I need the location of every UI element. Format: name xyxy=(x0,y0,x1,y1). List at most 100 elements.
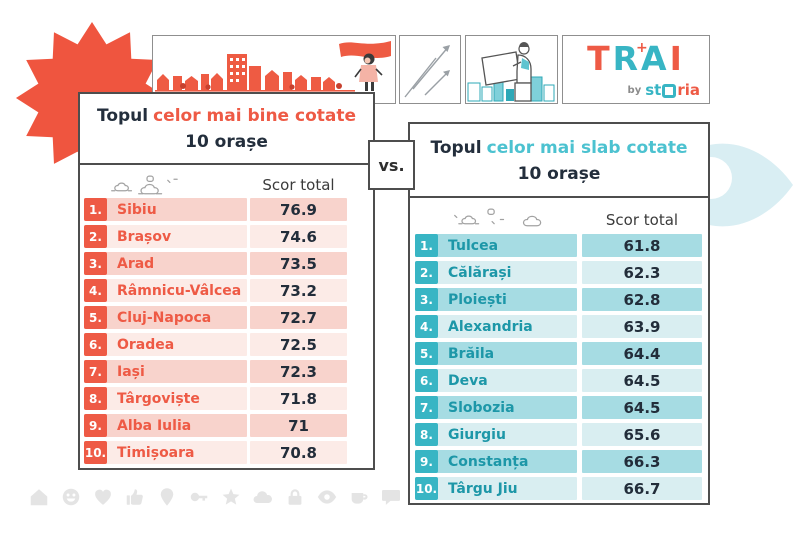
table-row: 10. Târgu Jiu 66.7 xyxy=(410,477,708,500)
lock-icon xyxy=(284,486,306,508)
storia-ria: ria xyxy=(677,81,700,99)
worst-rated-title: Topul celor mai slab cotate 10 orașe xyxy=(410,124,708,188)
rank-badge: 4. xyxy=(415,315,438,338)
title-prefix: Topul xyxy=(430,138,482,158)
score-value: 62.3 xyxy=(582,261,702,284)
person-with-board-illustration xyxy=(467,42,555,102)
table-row: 7. Iași 72.3 xyxy=(80,360,373,383)
table-row: 8. Giurgiu 65.6 xyxy=(410,423,708,446)
score-value: 65.6 xyxy=(582,423,702,446)
score-value: 71 xyxy=(250,414,347,437)
city-cell: 8. Târgoviște xyxy=(84,387,247,410)
vs-badge: vs. xyxy=(368,140,415,190)
rank-badge: 3. xyxy=(415,288,438,311)
city-name: Târgu Jiu xyxy=(448,480,518,497)
city-name: Oradea xyxy=(117,336,175,353)
title-line2: 10 orașe xyxy=(517,164,601,185)
footer-icon-strip xyxy=(28,486,402,508)
table-row: 4. Râmnicu-Vâlcea 73.2 xyxy=(80,279,373,302)
score-value: 72.3 xyxy=(250,360,347,383)
city-name: Târgoviște xyxy=(117,390,200,407)
city-cell: 10. Târgu Jiu xyxy=(415,477,577,500)
trai-letter: R xyxy=(612,39,642,78)
rank-badge: 6. xyxy=(415,369,438,392)
rank-badge: 7. xyxy=(415,396,438,419)
banner-arrows-panel xyxy=(399,35,461,104)
heart-icon xyxy=(92,486,114,508)
city-name: Alba Iulia xyxy=(117,417,192,434)
city-name: Cluj-Napoca xyxy=(117,309,212,326)
table-row: 5. Cluj-Napoca 72.7 xyxy=(80,306,373,329)
clouds-doodle xyxy=(111,175,178,195)
city-cell: 4. Râmnicu-Vâlcea xyxy=(84,279,247,302)
rank-badge: 9. xyxy=(84,414,107,437)
table-row: 6. Deva 64.5 xyxy=(410,369,708,392)
title-accent: celor mai slab cotate xyxy=(486,138,688,158)
storia-st: st xyxy=(645,81,662,99)
rank-badge: 10. xyxy=(415,477,438,500)
table-row: 4. Alexandria 63.9 xyxy=(410,315,708,338)
score-value: 71.8 xyxy=(250,387,347,410)
worst-rated-table: Scor total 1. Tulcea 61.8 2. Călărași 62.3 3. P… xyxy=(408,196,710,505)
city-cell: 1. Tulcea xyxy=(415,234,577,257)
score-column-header: Scor total xyxy=(262,176,335,194)
title-line2: 10 orașe xyxy=(185,132,268,153)
rank-badge: 7. xyxy=(84,360,107,383)
score-value: 66.7 xyxy=(582,477,702,500)
smiley-icon xyxy=(60,486,82,508)
location-pin-icon xyxy=(156,486,178,508)
city-name: Slobozia xyxy=(448,399,515,416)
score-value: 64.5 xyxy=(582,369,702,392)
star-icon xyxy=(220,486,242,508)
best-rated-table: Scor total 1. Sibiu 76.9 2. Brașov 74.6 3. Arad… xyxy=(78,163,375,470)
city-name: Brașov xyxy=(117,228,172,245)
table-row: 2. Călărași 62.3 xyxy=(410,261,708,284)
best-rated-title: Topul celor mai bine cotate 10 orașe xyxy=(80,94,373,156)
rank-badge: 1. xyxy=(84,198,107,221)
flag-woman xyxy=(339,41,391,91)
city-cell: 4. Alexandria xyxy=(415,315,577,338)
eye-icon xyxy=(316,486,338,508)
cloud-icon xyxy=(252,486,274,508)
table-row: 5. Brăila 64.4 xyxy=(410,342,708,365)
storia-by-label: by xyxy=(627,84,642,96)
rank-badge: 8. xyxy=(84,387,107,410)
city-cell: 7. Iași xyxy=(84,360,247,383)
speech-bubble-icon xyxy=(380,486,402,508)
score-value: 63.9 xyxy=(582,315,702,338)
worst-rated-title-card: Topul celor mai slab cotate 10 orașe xyxy=(408,122,710,198)
cup-icon xyxy=(348,486,370,508)
city-name: Timișoara xyxy=(117,444,195,461)
city-name: Constanța xyxy=(448,453,529,470)
city-cell: 2. Brașov xyxy=(84,225,247,248)
rank-badge: 4. xyxy=(84,279,107,302)
table-row: 3. Ploiești 62.8 xyxy=(410,288,708,311)
trai-letter: T xyxy=(587,39,613,78)
city-cell: 8. Giurgiu xyxy=(415,423,577,446)
city-cell: 5. Cluj-Napoca xyxy=(84,306,247,329)
title-accent: celor mai bine cotate xyxy=(153,106,357,126)
city-name: Deva xyxy=(448,372,488,389)
storia-o-square-icon xyxy=(662,83,677,98)
table-row: 3. Arad 73.5 xyxy=(80,252,373,275)
city-cell: 10. Timișoara xyxy=(84,441,247,464)
table-row: 1. Tulcea 61.8 xyxy=(410,234,708,257)
rank-badge: 3. xyxy=(84,252,107,275)
score-value: 62.8 xyxy=(582,288,702,311)
city-name: Alexandria xyxy=(448,318,533,335)
clouds-doodle xyxy=(454,208,542,227)
score-value: 66.3 xyxy=(582,450,702,473)
city-name: Ploiești xyxy=(448,291,507,308)
score-value: 64.4 xyxy=(582,342,702,365)
thumbs-up-icon xyxy=(124,486,146,508)
rank-badge: 5. xyxy=(84,306,107,329)
score-value: 70.8 xyxy=(250,441,347,464)
title-prefix: Topul xyxy=(96,106,149,126)
city-skyline-illustration xyxy=(155,41,391,92)
worst-rated-rows: 1. Tulcea 61.8 2. Călărași 62.3 3. Ploiești 62.8… xyxy=(410,234,708,504)
score-value: 72.5 xyxy=(250,333,347,356)
city-name: Brăila xyxy=(448,345,495,362)
city-cell: 7. Slobozia xyxy=(415,396,577,419)
home-icon xyxy=(28,486,50,508)
